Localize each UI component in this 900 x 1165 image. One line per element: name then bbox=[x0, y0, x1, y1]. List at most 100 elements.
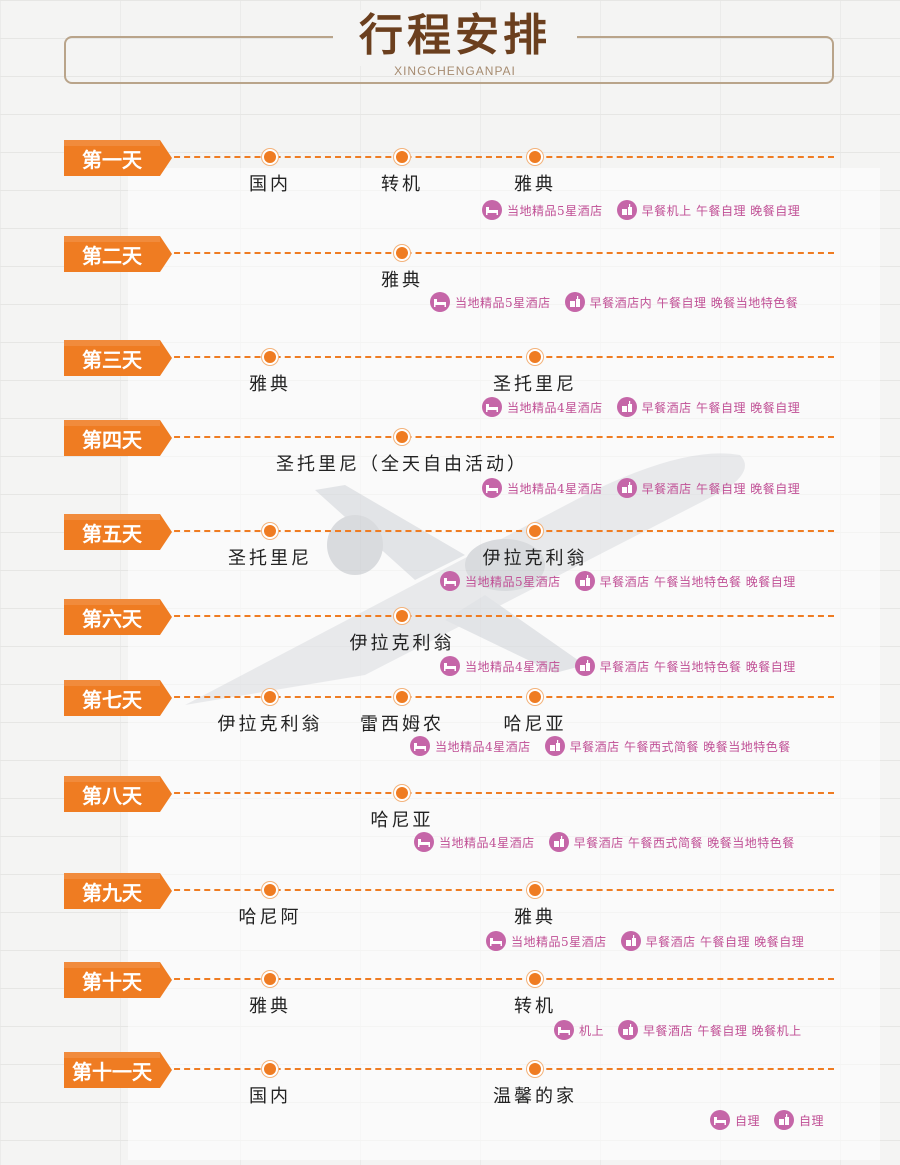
day-tab[interactable]: 第二天 bbox=[64, 236, 172, 272]
hotel-text: 当地精品5星酒店 bbox=[455, 295, 551, 310]
meal-text: 自理 bbox=[799, 1113, 825, 1128]
day-tab[interactable]: 第一天 bbox=[64, 140, 172, 176]
stop-name: 哈尼阿 bbox=[238, 907, 302, 928]
day-tab[interactable]: 第七天 bbox=[64, 680, 172, 716]
stop-name: 雅典 bbox=[381, 270, 423, 291]
stop-name: 转机 bbox=[514, 996, 556, 1017]
meal-text: 早餐酒店 午餐西式简餐 晚餐当地特色餐 bbox=[569, 739, 791, 754]
page-subtitle: XINGCHENGANPAI bbox=[394, 64, 516, 78]
content-panel bbox=[128, 168, 880, 1160]
bed-icon bbox=[414, 832, 434, 852]
route-line bbox=[164, 156, 834, 158]
meal-icon bbox=[564, 292, 585, 312]
stop-name: 国内 bbox=[249, 1086, 291, 1107]
stop-marker bbox=[264, 973, 276, 985]
meal-text: 早餐酒店 午餐自理 晚餐自理 bbox=[641, 481, 801, 496]
hotel-text: 当地精品4星酒店 bbox=[465, 659, 561, 674]
meal-text: 早餐酒店 午餐西式简餐 晚餐当地特色餐 bbox=[573, 835, 795, 850]
bed-icon bbox=[440, 656, 460, 676]
stop-marker bbox=[529, 691, 541, 703]
stop-marker bbox=[529, 1063, 541, 1075]
stop-marker bbox=[264, 351, 276, 363]
stop-marker bbox=[529, 151, 541, 163]
meal-text: 早餐酒店 午餐自理 晚餐自理 bbox=[641, 400, 801, 415]
stop-name: 圣托里尼 bbox=[228, 548, 312, 569]
stop-marker bbox=[396, 787, 408, 799]
stop-marker bbox=[529, 884, 541, 896]
route-line bbox=[164, 436, 834, 438]
meal-text: 早餐酒店内 午餐自理 晚餐当地特色餐 bbox=[589, 295, 799, 310]
hotel-text: 当地精品4星酒店 bbox=[507, 400, 603, 415]
day-tab[interactable]: 第十天 bbox=[64, 962, 172, 998]
meal-icon bbox=[616, 478, 637, 498]
day-info: 当地精品4星酒店 早餐酒店 午餐当地特色餐 晚餐自理 bbox=[440, 656, 796, 676]
stop-marker bbox=[529, 525, 541, 537]
header-title-backdrop bbox=[333, 10, 577, 66]
stop-marker bbox=[264, 1063, 276, 1075]
day-tab[interactable]: 第四天 bbox=[64, 420, 172, 456]
meal-text: 早餐酒店 午餐自理 晚餐机上 bbox=[643, 1023, 802, 1038]
day-tab[interactable]: 第九天 bbox=[64, 873, 172, 909]
hotel-text: 当地精品4星酒店 bbox=[439, 835, 535, 850]
route-line bbox=[164, 889, 834, 891]
day-info: 当地精品4星酒店 早餐酒店 午餐西式简餐 晚餐当地特色餐 bbox=[414, 832, 795, 852]
hotel-text: 自理 bbox=[735, 1113, 761, 1128]
hotel-text: 当地精品5星酒店 bbox=[507, 203, 603, 218]
route-line bbox=[164, 1068, 834, 1070]
stop-marker bbox=[396, 247, 408, 259]
day-tab[interactable]: 第六天 bbox=[64, 599, 172, 635]
stop-name: 雅典 bbox=[514, 907, 556, 928]
page-title: 行程安排 bbox=[359, 10, 551, 61]
meal-text: 早餐酒店 午餐自理 晚餐自理 bbox=[645, 934, 805, 949]
meal-icon bbox=[548, 832, 569, 852]
hotel-text: 机上 bbox=[579, 1023, 605, 1038]
meal-icon bbox=[616, 397, 637, 417]
day-info: 自理 自理 bbox=[710, 1110, 824, 1130]
day-info: 当地精品4星酒店 早餐酒店 午餐自理 晚餐自理 bbox=[482, 397, 800, 417]
meal-icon bbox=[574, 571, 595, 591]
stop-name: 圣托里尼 bbox=[493, 374, 577, 395]
meal-text: 早餐机上 午餐自理 晚餐自理 bbox=[641, 203, 801, 218]
hotel-text: 当地精品4星酒店 bbox=[435, 739, 531, 754]
day-tab[interactable]: 第十一天 bbox=[64, 1052, 172, 1088]
stop-name: 雅典 bbox=[249, 374, 291, 395]
day-tab[interactable]: 第三天 bbox=[64, 340, 172, 376]
stop-marker bbox=[264, 525, 276, 537]
route-line bbox=[164, 356, 834, 358]
stop-name: 转机 bbox=[381, 174, 423, 195]
day-info: 当地精品5星酒店 早餐酒店 午餐自理 晚餐自理 bbox=[486, 931, 804, 951]
bed-icon bbox=[482, 397, 502, 417]
route-line bbox=[164, 696, 834, 698]
stop-marker bbox=[264, 691, 276, 703]
route-line bbox=[164, 252, 834, 254]
day-info: 当地精品5星酒店 早餐酒店内 午餐自理 晚餐当地特色餐 bbox=[430, 292, 798, 312]
stop-name: 温馨的家 bbox=[493, 1086, 577, 1107]
meal-icon bbox=[774, 1110, 795, 1130]
stop-marker bbox=[264, 884, 276, 896]
day-tab[interactable]: 第五天 bbox=[64, 514, 172, 550]
stop-name: 国内 bbox=[249, 174, 291, 195]
bed-icon bbox=[554, 1020, 574, 1040]
stop-marker bbox=[396, 610, 408, 622]
stop-marker bbox=[529, 973, 541, 985]
day-info: 当地精品5星酒店 早餐酒店 午餐当地特色餐 晚餐自理 bbox=[440, 571, 796, 591]
stop-marker bbox=[396, 691, 408, 703]
hotel-text: 当地精品5星酒店 bbox=[511, 934, 607, 949]
stop-marker bbox=[396, 151, 408, 163]
meal-icon bbox=[544, 736, 565, 756]
stop-name: 哈尼亚 bbox=[370, 810, 434, 831]
meal-text: 早餐酒店 午餐当地特色餐 晚餐自理 bbox=[599, 659, 796, 674]
bed-icon bbox=[430, 292, 450, 312]
stop-name: 伊拉克利翁 bbox=[217, 714, 323, 735]
day-info: 机上 早餐酒店 午餐自理 晚餐机上 bbox=[554, 1020, 802, 1040]
route-line bbox=[164, 978, 834, 980]
day-info: 当地精品5星酒店 早餐机上 午餐自理 晚餐自理 bbox=[482, 200, 800, 220]
stop-name: 哈尼亚 bbox=[503, 714, 567, 735]
stop-marker bbox=[396, 431, 408, 443]
stop-name: 雷西姆农 bbox=[360, 714, 444, 735]
stop-name: 雅典 bbox=[249, 996, 291, 1017]
meal-icon bbox=[574, 656, 595, 676]
bed-icon bbox=[410, 736, 430, 756]
airplane-watermark bbox=[185, 453, 745, 705]
day-tab[interactable]: 第八天 bbox=[64, 776, 172, 812]
